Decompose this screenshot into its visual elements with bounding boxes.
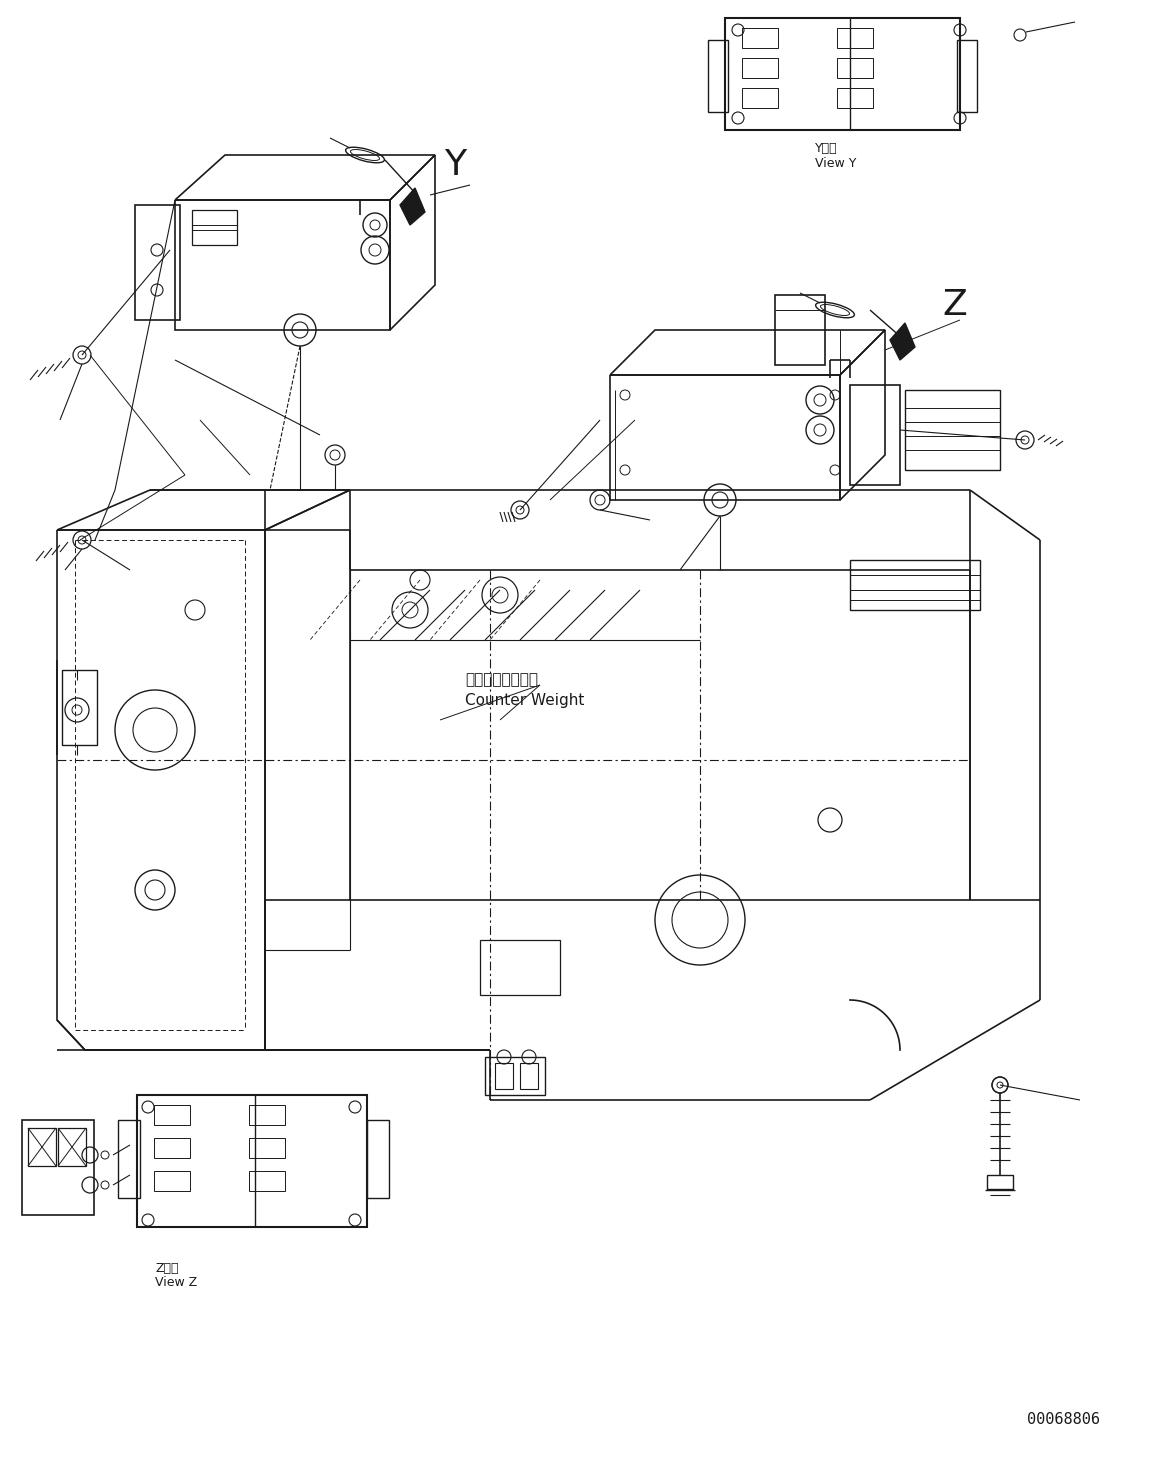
Bar bbox=[137, 1095, 367, 1228]
Bar bbox=[58, 1128, 85, 1166]
Bar bbox=[957, 39, 977, 112]
Bar bbox=[154, 1139, 191, 1158]
Bar bbox=[485, 1057, 545, 1095]
Text: Y　視: Y 視 bbox=[815, 141, 837, 155]
Bar bbox=[62, 671, 97, 745]
Bar bbox=[837, 28, 873, 48]
Bar bbox=[850, 385, 900, 486]
Bar bbox=[775, 295, 825, 364]
Bar bbox=[249, 1171, 285, 1191]
Text: Z: Z bbox=[942, 289, 968, 322]
Bar bbox=[495, 1063, 513, 1089]
Text: Z　視: Z 視 bbox=[155, 1261, 179, 1274]
Polygon shape bbox=[400, 188, 425, 225]
Bar bbox=[135, 206, 180, 319]
Bar bbox=[837, 58, 873, 77]
Bar bbox=[906, 389, 1000, 469]
Text: Y: Y bbox=[444, 149, 467, 182]
Bar bbox=[118, 1120, 140, 1198]
Bar bbox=[480, 940, 560, 994]
Bar bbox=[837, 87, 873, 108]
Bar bbox=[988, 1175, 1013, 1190]
Bar bbox=[725, 17, 960, 130]
Bar bbox=[708, 39, 728, 112]
Bar bbox=[367, 1120, 389, 1198]
Bar bbox=[742, 58, 778, 77]
Bar bbox=[28, 1128, 55, 1166]
Bar bbox=[742, 87, 778, 108]
Bar bbox=[742, 28, 778, 48]
Bar bbox=[22, 1120, 94, 1215]
Bar bbox=[192, 210, 237, 245]
Text: カウンタウェイト: カウンタウェイト bbox=[465, 672, 538, 688]
Text: View Z: View Z bbox=[155, 1277, 198, 1289]
Text: 00068806: 00068806 bbox=[1027, 1413, 1100, 1427]
Text: View Y: View Y bbox=[815, 156, 856, 169]
Bar bbox=[850, 560, 979, 609]
Text: Counter Weight: Counter Weight bbox=[465, 693, 584, 707]
Polygon shape bbox=[891, 324, 915, 360]
Bar bbox=[154, 1171, 191, 1191]
Bar bbox=[154, 1105, 191, 1126]
Bar bbox=[249, 1139, 285, 1158]
Bar bbox=[520, 1063, 538, 1089]
Bar bbox=[249, 1105, 285, 1126]
